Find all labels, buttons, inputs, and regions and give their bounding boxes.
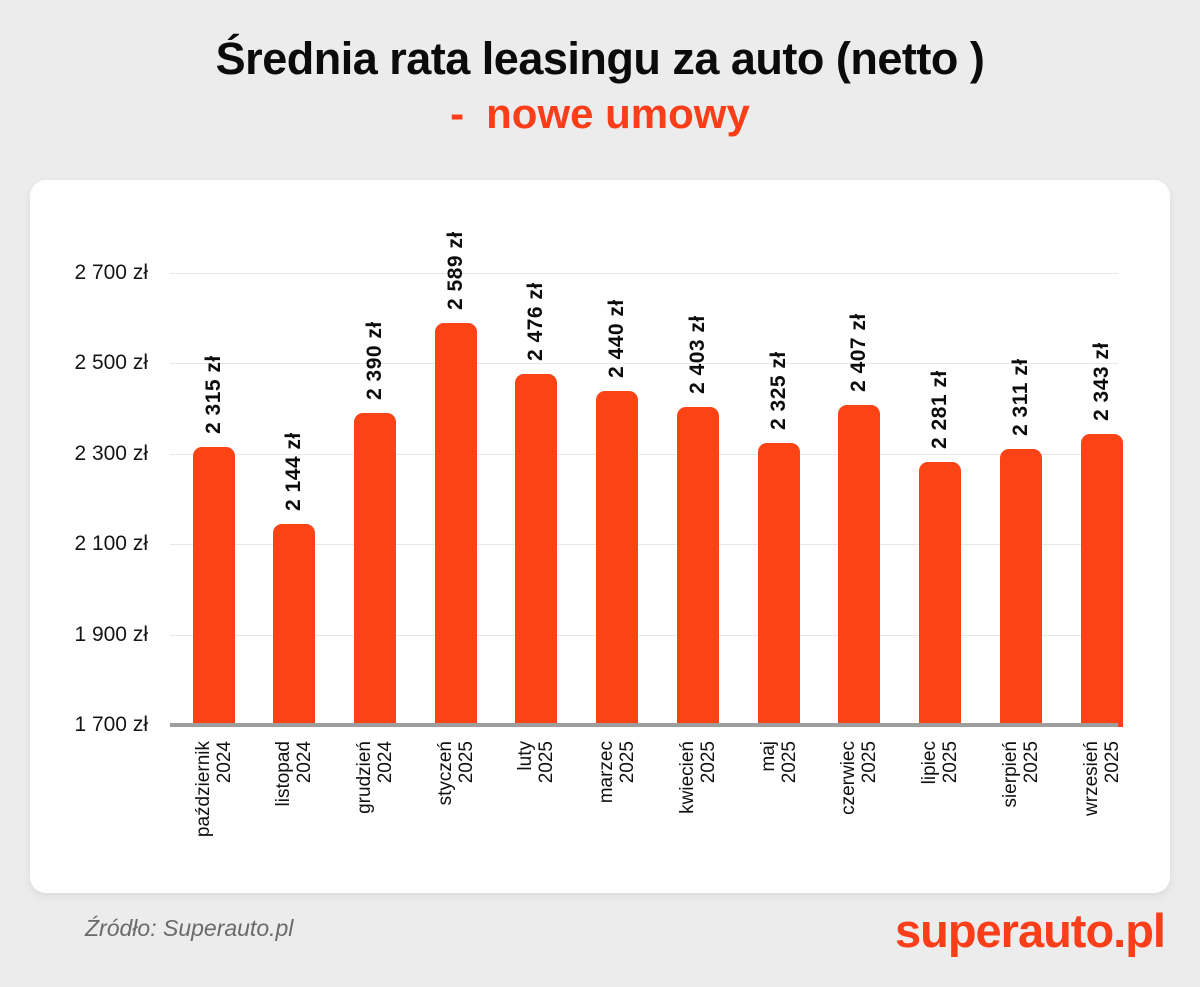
- y-axis-tick-label: 2 500 zł: [74, 351, 148, 375]
- x-axis-label: styczeń 2025: [434, 741, 477, 806]
- title-line-2: - nowe umowy: [0, 88, 1200, 140]
- x-axis-label: luty 2025: [515, 741, 558, 784]
- x-axis-label: listopad 2024: [273, 741, 316, 807]
- y-axis-tick-label: 2 700 zł: [74, 261, 148, 284]
- bar-value-label: 2 589 zł: [443, 231, 467, 311]
- x-axis-label: kwiecień 2025: [676, 741, 719, 814]
- x-axis-label: lipiec 2025: [919, 741, 962, 785]
- bar: [434, 323, 477, 727]
- bar-value-label: 2 144 zł: [282, 432, 306, 512]
- bar-value-label: 2 440 zł: [605, 298, 629, 378]
- bar: [999, 448, 1042, 727]
- x-axis-label: sierpień 2025: [999, 741, 1042, 808]
- chart-card: 1 700 zł 1 900 zł 2 100 zł 2 300 zł 2 500 zł…: [30, 180, 1170, 893]
- bar: [1080, 434, 1123, 727]
- bar-value-label: 2 390 zł: [362, 321, 386, 401]
- bar: [515, 374, 558, 727]
- brand-logo: superauto.pl: [894, 904, 1166, 957]
- gridline: [170, 634, 1118, 636]
- chart-title: Średnia rata leasingu za auto (netto ) -…: [0, 30, 1200, 140]
- bar: [919, 462, 962, 727]
- bar-value-label: 2 403 zł: [685, 315, 709, 395]
- x-axis-label: maj 2025: [757, 741, 800, 784]
- y-axis-tick-label: 2 300 zł: [74, 441, 148, 465]
- gridline: [170, 544, 1118, 546]
- bar-value-label: 2 281 zł: [928, 370, 952, 450]
- axis-baseline: [170, 723, 1118, 727]
- bar-value-label: 2 343 zł: [1089, 342, 1113, 422]
- gridline: [170, 363, 1118, 365]
- y-axis-tick-label: 2 100 zł: [74, 532, 148, 556]
- bar-value-label: 2 407 zł: [847, 313, 871, 393]
- bar: [757, 442, 800, 727]
- gridline: [170, 453, 1118, 455]
- bar-value-label: 2 325 zł: [766, 350, 790, 430]
- bar-value-label: 2 315 zł: [201, 355, 225, 435]
- y-axis-tick-label: 1 700 zł: [74, 713, 148, 736]
- bar: [596, 390, 639, 727]
- source-note: Źródło: Superauto.pl: [85, 915, 294, 941]
- x-axis-label: październik 2024: [192, 741, 235, 838]
- bar: [353, 413, 396, 727]
- x-axis-label: wrzesień 2025: [1080, 741, 1123, 816]
- x-axis-label: grudzień 2024: [353, 741, 396, 814]
- gridline: [170, 273, 1118, 274]
- title-line-2-text: nowe umowy: [486, 90, 750, 137]
- bar-value-label: 2 476 zł: [524, 282, 548, 362]
- x-axis-label: marzec 2025: [596, 741, 639, 804]
- y-axis-tick-label: 1 900 zł: [74, 622, 148, 646]
- title-dash: -: [450, 90, 465, 137]
- x-axis-label: czerwiec 2025: [838, 741, 881, 815]
- bar: [273, 524, 316, 727]
- bar-value-label: 2 311 zł: [1008, 358, 1032, 436]
- bar: [192, 447, 235, 727]
- title-line-1: Średnia rata leasingu za auto (netto ): [215, 33, 985, 84]
- bar: [676, 407, 719, 727]
- bar: [838, 405, 881, 727]
